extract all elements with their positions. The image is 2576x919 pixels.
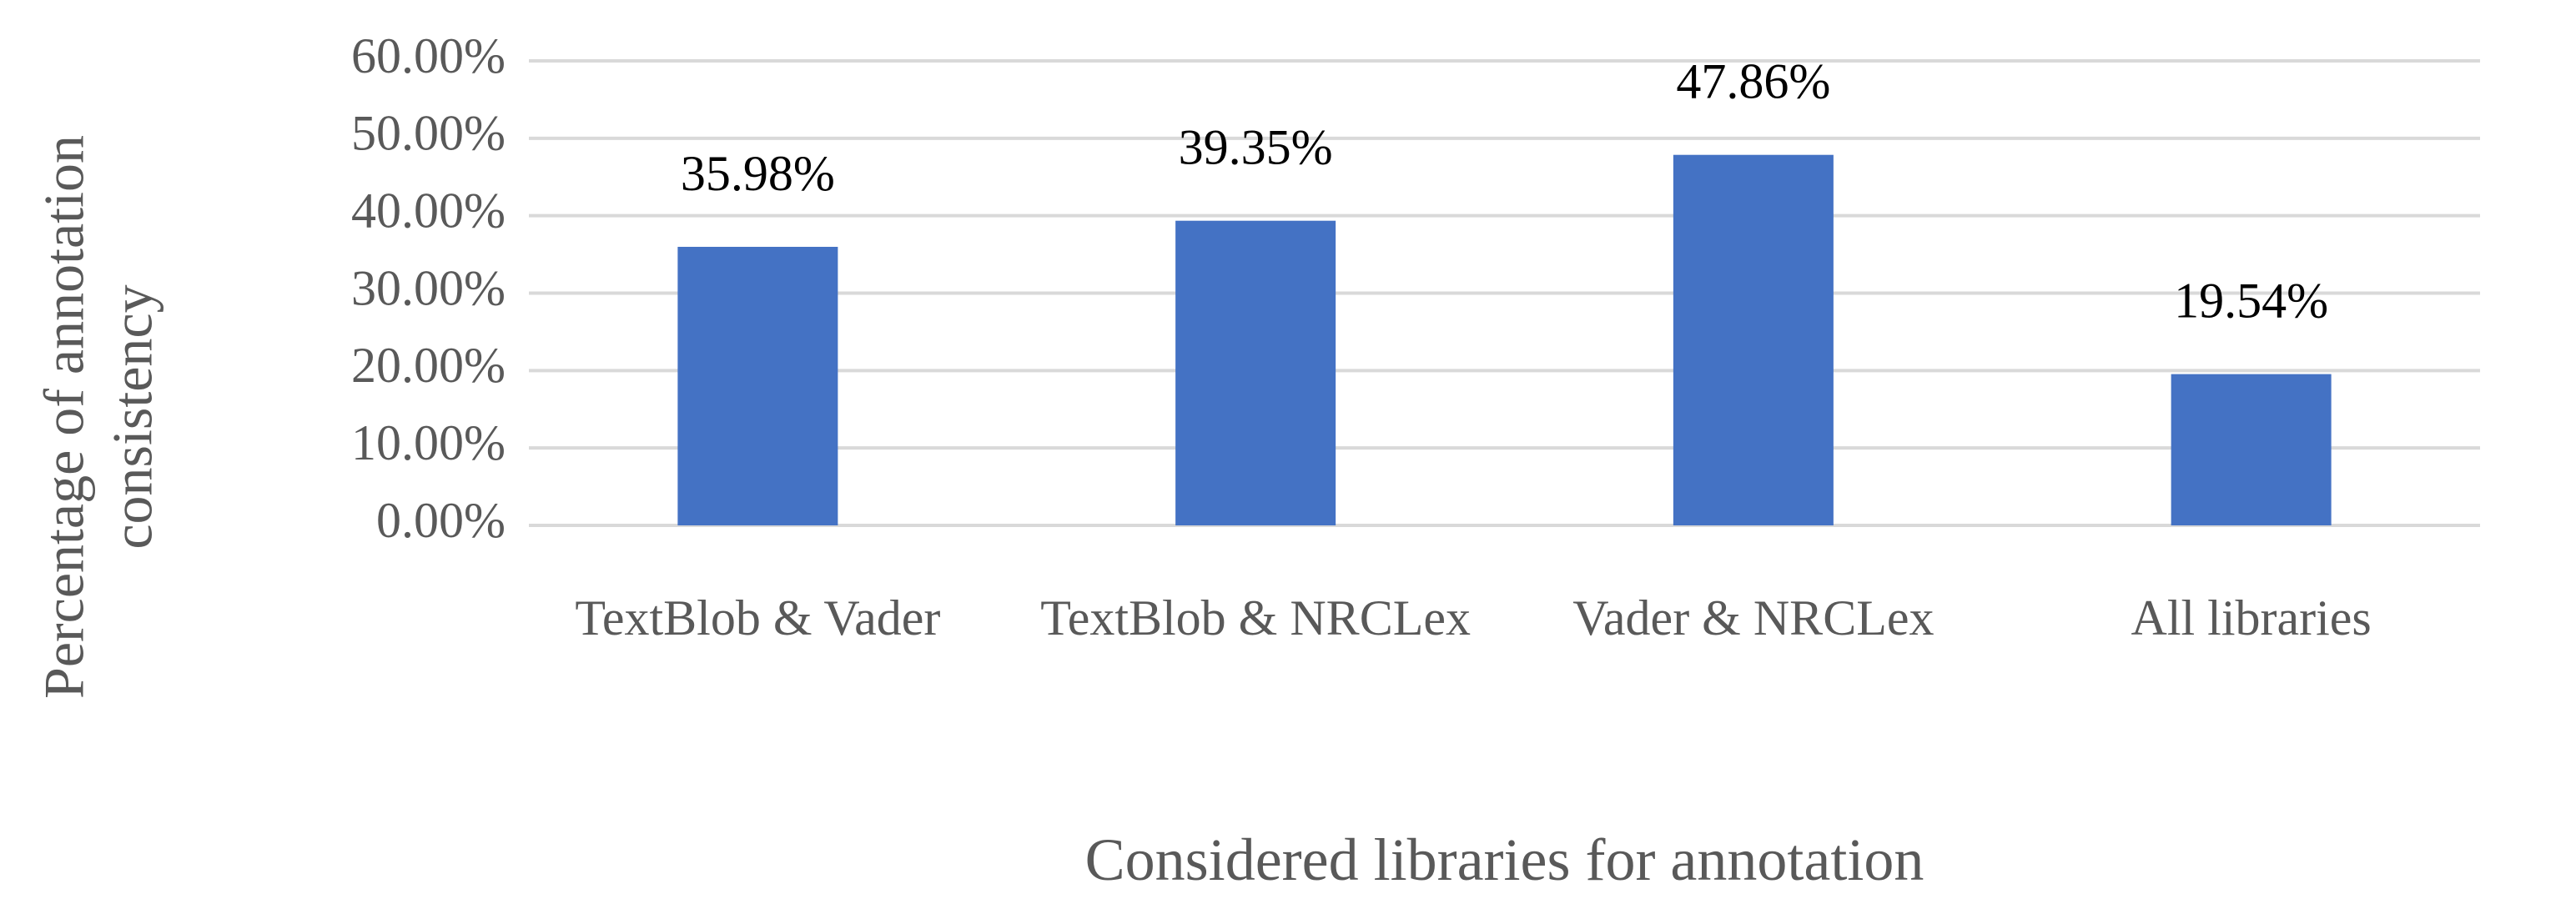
- y-tick-label: 20.00%: [351, 338, 506, 393]
- data-label: 47.86%: [1676, 53, 1830, 108]
- y-tick-label: 0.00%: [376, 493, 506, 548]
- data-label: 35.98%: [681, 146, 835, 201]
- x-tick-label: All libraries: [2131, 590, 2372, 645]
- y-tick-label: 10.00%: [351, 415, 506, 470]
- x-tick-label: TextBlob & Vader: [575, 590, 941, 645]
- data-label: 19.54%: [2174, 273, 2328, 328]
- x-axis-title: Considered libraries for annotation: [1084, 826, 1924, 893]
- bar: [2171, 374, 2332, 525]
- bar: [677, 246, 838, 525]
- y-axis-title: Percentage of annotation consistency: [32, 135, 164, 699]
- y-tick-label: 30.00%: [351, 260, 506, 315]
- x-tick-label: Vader & NRCLex: [1572, 590, 1935, 645]
- y-tick-label: 60.00%: [351, 28, 506, 83]
- bar: [1673, 154, 1834, 526]
- y-tick-label: 40.00%: [351, 183, 506, 238]
- bar: [1175, 220, 1336, 525]
- data-label: 39.35%: [1179, 119, 1333, 174]
- y-tick-label: 50.00%: [351, 106, 506, 161]
- x-tick-label: TextBlob & NRCLex: [1040, 590, 1472, 645]
